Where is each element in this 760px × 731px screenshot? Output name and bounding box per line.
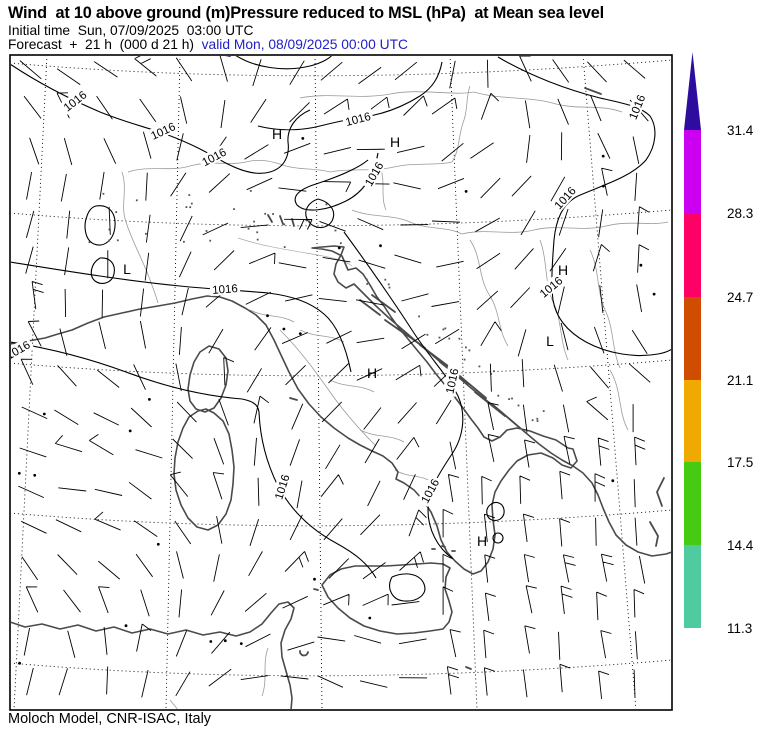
colorbar-segment: [684, 380, 701, 462]
coast-africa: [11, 601, 295, 709]
high-center-label: H: [272, 126, 282, 142]
isobar-label: 1016: [416, 474, 443, 508]
isobar-label: 1016: [442, 364, 462, 397]
colorbar-segment: [684, 545, 701, 628]
colorbar-segment: [684, 462, 701, 545]
svg-text:1016: 1016: [273, 473, 292, 501]
colorbar-overflow-triangle: [684, 52, 701, 130]
coast-mainland: [11, 245, 671, 575]
colorbar-tick-label: 24.7: [727, 290, 753, 305]
small-islands: [267, 87, 665, 670]
colorbar-tick-label: 28.3: [727, 206, 753, 221]
colorbar-labels: 31.4 28.3 24.7 21.1 17.5 14.4 11.3: [727, 123, 754, 636]
isobar-label: 1016: [624, 90, 648, 124]
colorbar-segment: [684, 213, 701, 297]
isobar-label: 1016: [146, 118, 180, 143]
country-borders: [121, 85, 669, 709]
high-center-label: H: [558, 262, 568, 278]
isobar-label: 1016: [209, 280, 241, 297]
isobar-label: 1016: [58, 86, 91, 115]
forecast-valid: valid Mon, 08/09/2025 00:00 UTC: [201, 37, 408, 52]
colorbar-tick-label: 14.4: [727, 538, 754, 553]
croatian-islands: [359, 294, 521, 429]
isobar-labels: 1016 1016 1016 1016 1016 1016 1016 1016 1016 1016…: [11, 86, 648, 508]
low-center-label: L: [123, 261, 131, 277]
colorbar-tick-label: 31.4: [727, 123, 754, 138]
svg-text:1016: 1016: [444, 367, 461, 395]
colorbar-tick-label: 11.3: [727, 621, 752, 636]
colorbar: [684, 52, 701, 628]
svg-text:1016: 1016: [212, 283, 238, 297]
high-center-label: H: [477, 533, 487, 549]
wind-barbs: [18, 56, 651, 699]
forecast-line: Forecast + 21 h (000 d 21 h) valid Mon, …: [8, 37, 408, 52]
isobar-label: 1016: [197, 143, 231, 170]
model-credit: Moloch Model, CNR-ISAC, Italy: [8, 711, 212, 727]
isobar-label: 1016: [341, 108, 375, 129]
pressure-centers: H H H H H L L: [123, 126, 568, 549]
svg-text:1016: 1016: [344, 111, 372, 129]
forecast-lead: Forecast + 21 h (000 d 21 h): [8, 37, 202, 52]
map-frame: [9, 54, 673, 711]
isobar-label: 1016: [549, 182, 580, 214]
coast-sicily: [321, 562, 453, 635]
coast-corsica: [187, 345, 229, 413]
isobar-contours: [11, 56, 671, 602]
terrain-speckles: [88, 190, 545, 422]
page-title: Wind at 10 above ground (m)Pressure redu…: [8, 4, 604, 22]
colorbar-segment: [684, 297, 701, 380]
po-river: [237, 237, 353, 267]
coast-sardinia: [173, 408, 235, 531]
coastlines: [11, 87, 671, 709]
high-center-label: H: [390, 134, 400, 150]
svg-text:1016: 1016: [149, 121, 177, 143]
high-center-label: H: [367, 365, 377, 381]
colorbar-tick-label: 21.1: [727, 373, 753, 388]
colorbar-tick-label: 17.5: [727, 455, 753, 470]
graticule-grid: [11, 56, 671, 709]
isobar-label: 1016: [270, 470, 293, 504]
initial-time-line: Initial time Sun, 07/09/2025 03:00 UTC: [8, 23, 254, 38]
colorbar-segment: [684, 130, 701, 213]
low-center-label: L: [546, 333, 554, 349]
